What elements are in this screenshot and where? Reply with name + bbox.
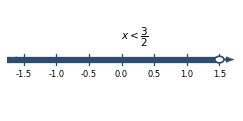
Circle shape xyxy=(215,56,224,63)
Text: -1.0: -1.0 xyxy=(48,70,64,79)
Text: 0.0: 0.0 xyxy=(115,70,128,79)
Text: 0.5: 0.5 xyxy=(148,70,161,79)
Text: $x < \dfrac{3}{2}$: $x < \dfrac{3}{2}$ xyxy=(121,25,149,49)
Text: 1.5: 1.5 xyxy=(213,70,226,79)
Text: 1.0: 1.0 xyxy=(180,70,193,79)
Text: -1.5: -1.5 xyxy=(16,70,32,79)
Text: -0.5: -0.5 xyxy=(81,70,97,79)
